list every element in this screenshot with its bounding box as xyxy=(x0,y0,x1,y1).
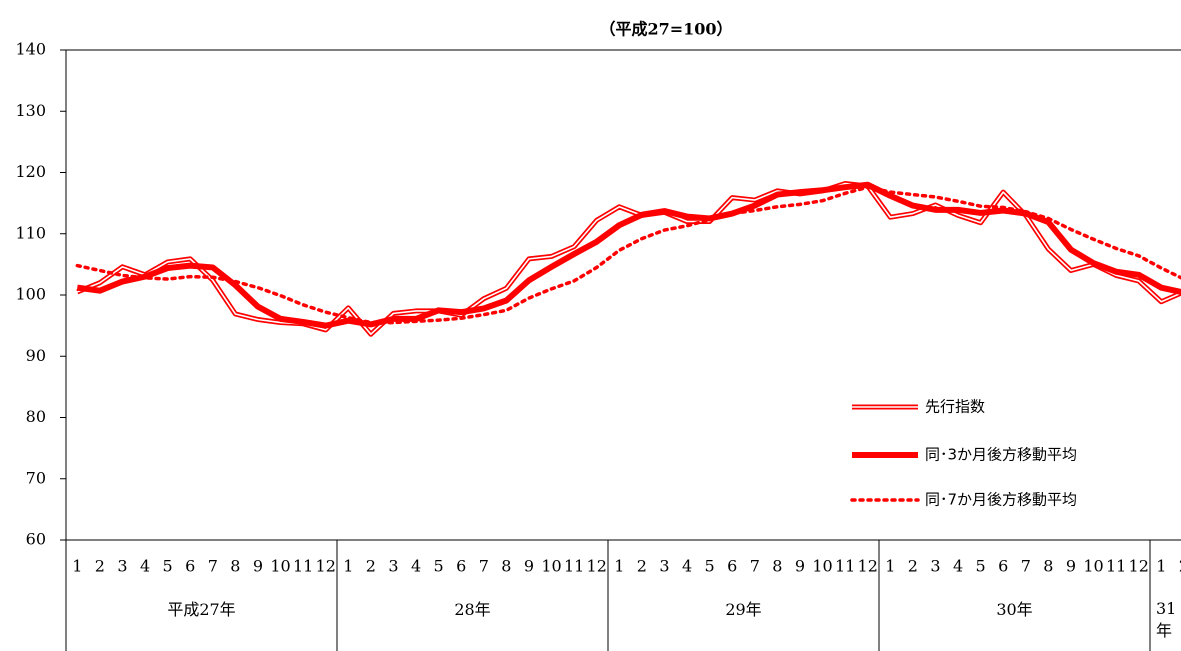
y-tick-label: 90 xyxy=(26,346,46,365)
series-line xyxy=(75,185,1181,325)
y-tick-label: 80 xyxy=(26,407,46,426)
x-tick-label: 8 xyxy=(772,557,782,576)
x-tick-label: 12 xyxy=(316,557,336,576)
y-tick-label: 110 xyxy=(15,223,46,242)
x-tick-label: 11 xyxy=(293,557,313,576)
x-tick-label: 10 xyxy=(541,557,561,576)
x-tick-label: 4 xyxy=(411,557,421,576)
x-tick-label: 9 xyxy=(524,557,534,576)
x-tick-label: 5 xyxy=(976,557,986,576)
x-tick-label: 4 xyxy=(140,557,150,576)
x-tick-label: 11 xyxy=(564,557,584,576)
x-tick-label: 4 xyxy=(953,557,963,576)
x-tick-label: 3 xyxy=(117,557,127,576)
x-tick-label: 12 xyxy=(858,557,878,576)
x-tick-label: 6 xyxy=(727,557,737,576)
x-tick-label: 2 xyxy=(95,557,105,576)
x-tick-label: 9 xyxy=(253,557,263,576)
year-label: 平成27年 xyxy=(167,600,236,619)
x-tick-label: 3 xyxy=(930,557,940,576)
y-tick-label: 70 xyxy=(26,468,46,487)
x-tick-label: 6 xyxy=(185,557,195,576)
x-tick-label: 9 xyxy=(1066,557,1076,576)
x-tick-label: 10 xyxy=(270,557,290,576)
chart-title: （平成27=100） xyxy=(599,20,732,39)
x-tick-label: 1 xyxy=(885,557,895,576)
x-tick-label: 10 xyxy=(1083,557,1103,576)
x-tick-label: 10 xyxy=(812,557,832,576)
series-line xyxy=(76,181,1181,329)
x-tick-label: 12 xyxy=(587,557,607,576)
y-tick-label: 60 xyxy=(26,530,46,549)
x-tick-label: 8 xyxy=(501,557,511,576)
x-tick-label: 1 xyxy=(343,557,353,576)
x-tick-label: 5 xyxy=(705,557,715,576)
year-label: 28年 xyxy=(454,600,491,619)
x-tick-label: 12 xyxy=(1129,557,1149,576)
x-tick-label: 11 xyxy=(1106,557,1126,576)
x-tick-label: 3 xyxy=(388,557,398,576)
x-tick-label: 6 xyxy=(456,557,466,576)
x-tick-label: 1 xyxy=(614,557,624,576)
y-tick-label: 120 xyxy=(15,162,46,181)
legend-label: 同･7か月後方移動平均 xyxy=(925,491,1077,509)
x-tick-label: 1 xyxy=(72,557,82,576)
y-tick-label: 140 xyxy=(15,40,46,59)
x-tick-label: 5 xyxy=(163,557,173,576)
y-tick-label: 100 xyxy=(15,285,46,304)
x-tick-label: 2 xyxy=(637,557,647,576)
x-tick-label: 7 xyxy=(479,557,489,576)
x-tick-label: 6 xyxy=(998,557,1008,576)
x-tick-label: 5 xyxy=(434,557,444,576)
year-label: 30年 xyxy=(996,600,1033,619)
x-tick-label: 7 xyxy=(1021,557,1031,576)
y-tick-label: 130 xyxy=(15,101,46,120)
x-tick-label: 2 xyxy=(366,557,376,576)
plot xyxy=(75,181,1181,337)
legend-label: 同･3か月後方移動平均 xyxy=(925,446,1077,464)
x-tick-label: 9 xyxy=(795,557,805,576)
legend-label: 先行指数 xyxy=(925,398,985,416)
x-tick-label: 7 xyxy=(208,557,218,576)
x-tick-label: 3 xyxy=(659,557,669,576)
x-tick-label: 11 xyxy=(835,557,855,576)
series-line xyxy=(76,182,1181,335)
year-label: 31年 xyxy=(1156,599,1177,640)
x-tick-label: 1 xyxy=(1156,557,1166,576)
x-tick-label: 2 xyxy=(908,557,918,576)
x-tick-label: 8 xyxy=(1043,557,1053,576)
x-tick-label: 2 xyxy=(1179,557,1181,576)
x-tick-label: 4 xyxy=(682,557,692,576)
year-label: 29年 xyxy=(725,600,762,619)
series-line xyxy=(76,181,1181,337)
x-tick-label: 7 xyxy=(750,557,760,576)
x-tick-label: 8 xyxy=(230,557,240,576)
